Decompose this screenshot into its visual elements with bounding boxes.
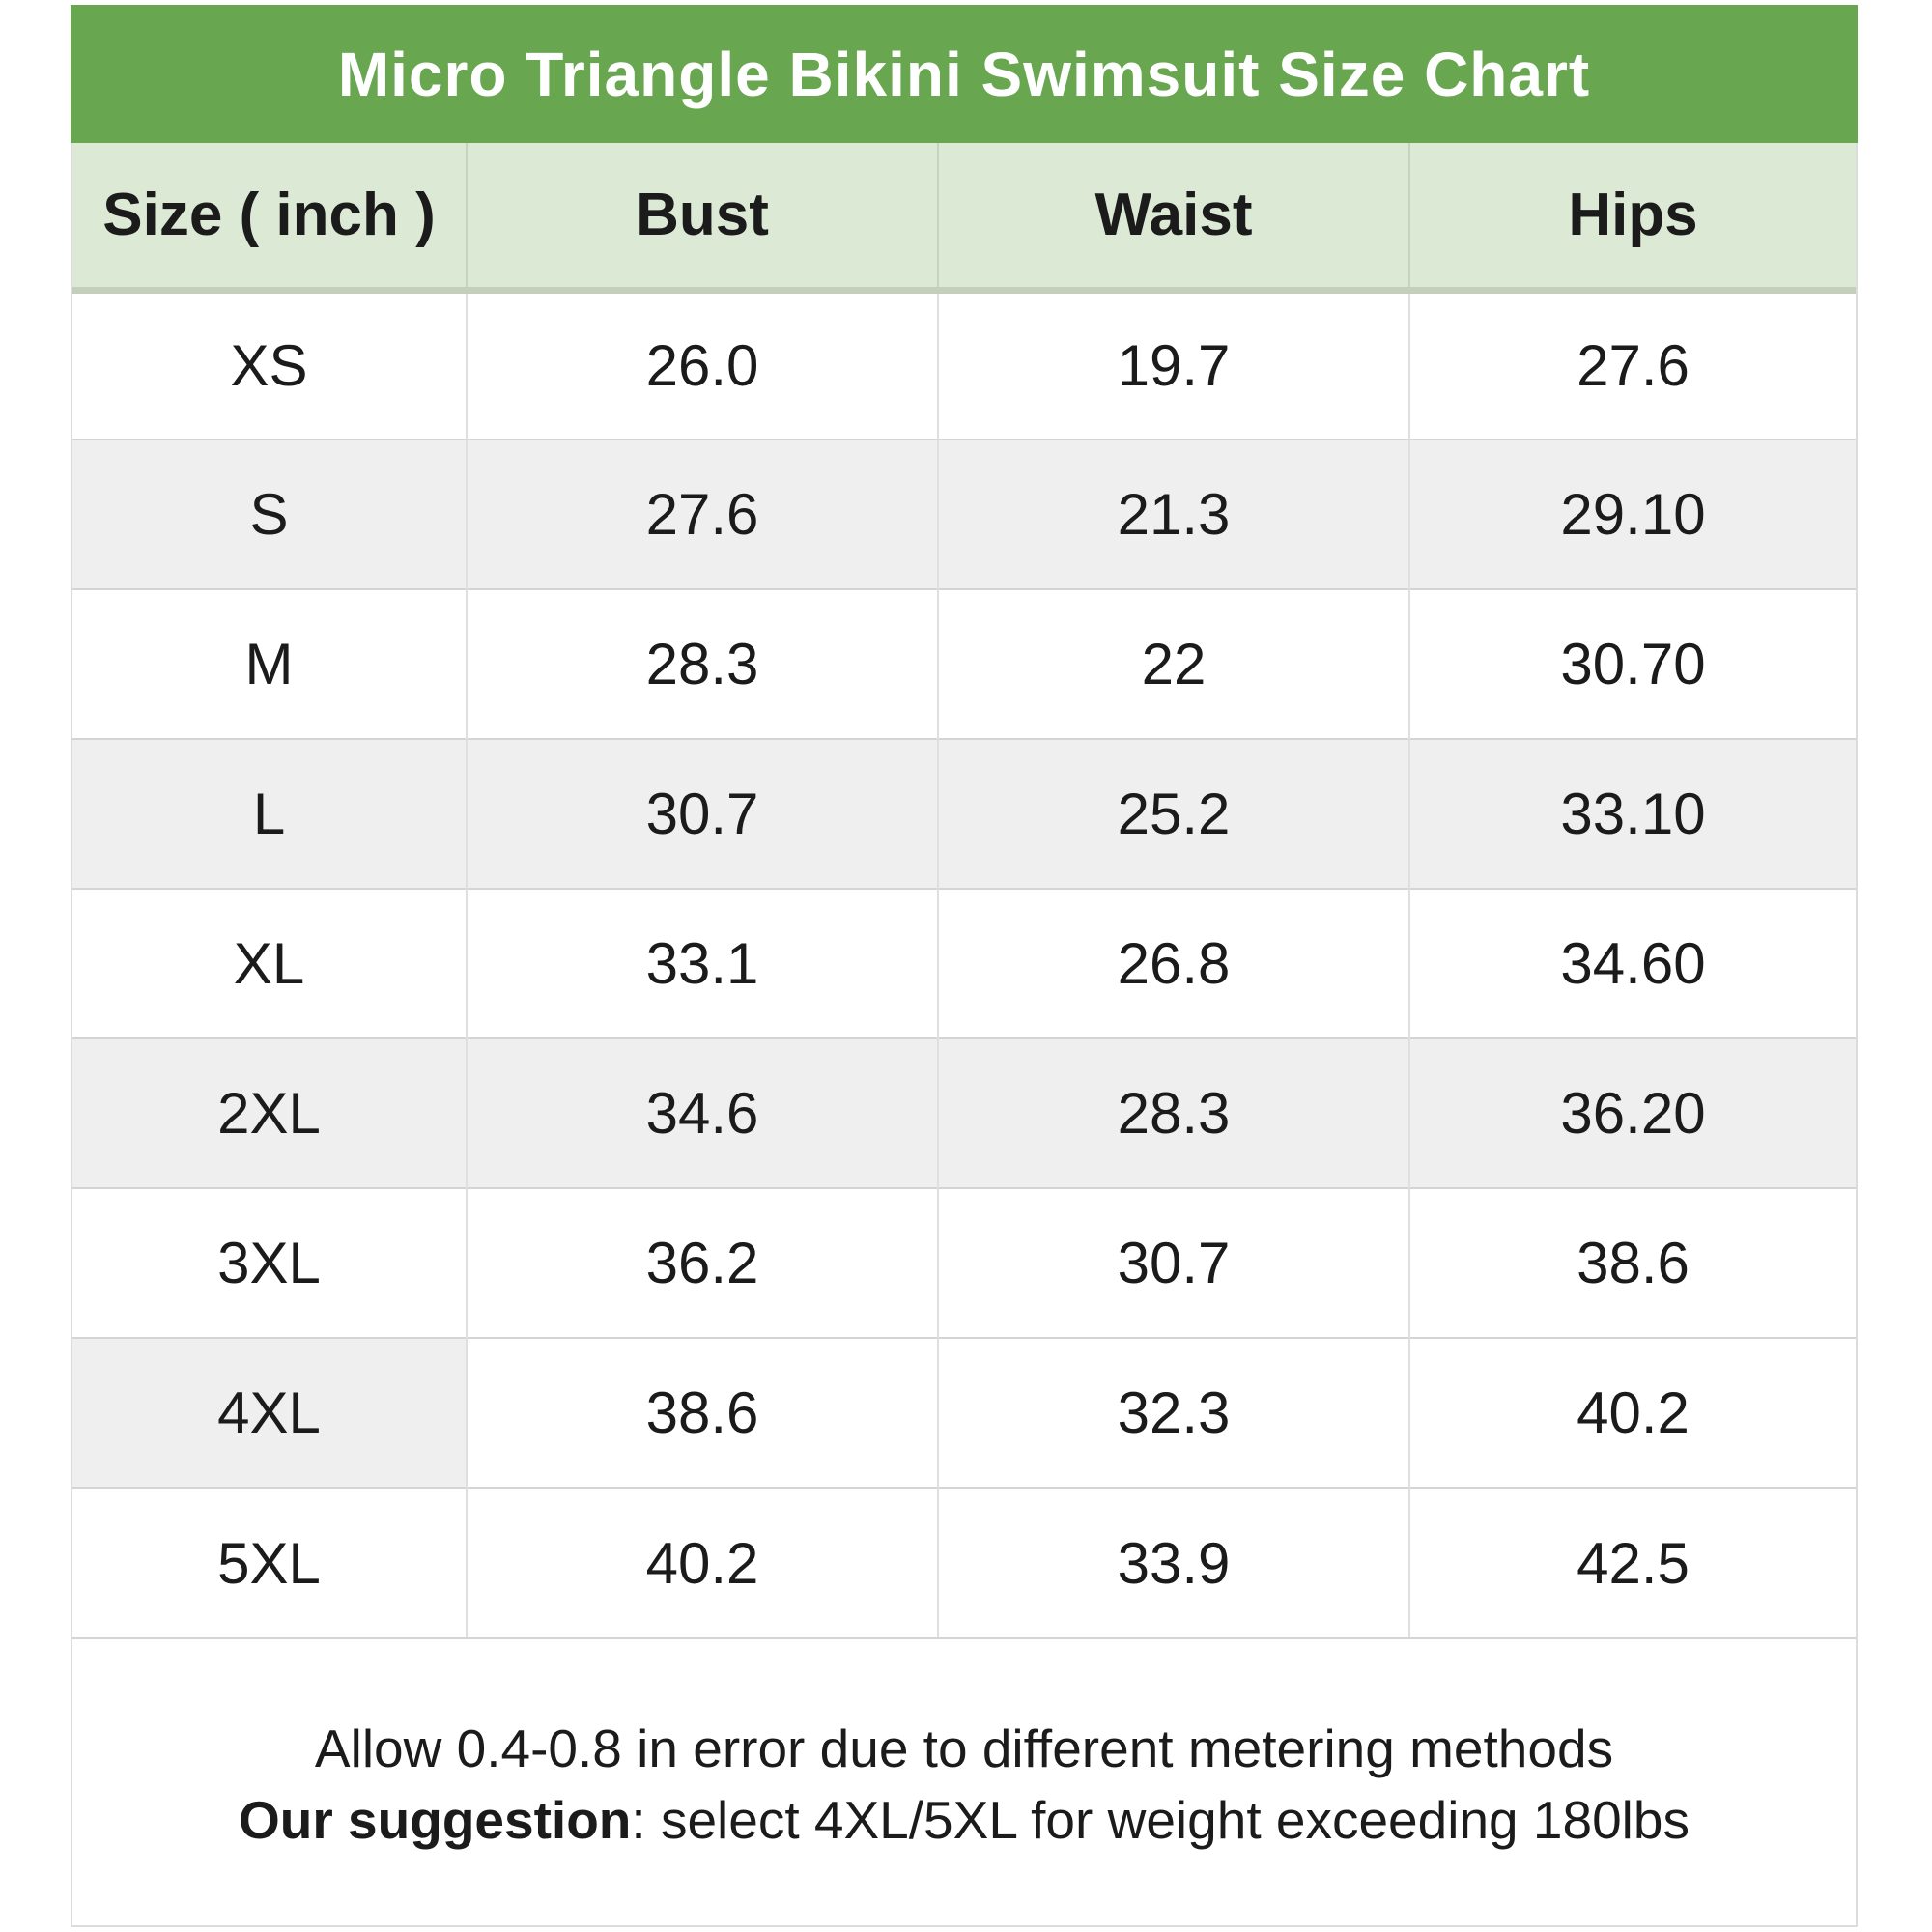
- bust-cell: 27.6: [467, 439, 939, 589]
- waist-cell: 21.3: [938, 439, 1410, 589]
- bust-cell: 38.6: [467, 1337, 939, 1488]
- size-chart: Micro Triangle Bikini Swimsuit Size Char…: [71, 5, 1858, 1927]
- size-cell: 4XL: [72, 1337, 468, 1488]
- bust-cell: 26.0: [467, 289, 939, 440]
- size-cell: XL: [72, 888, 468, 1038]
- hips-cell: 36.20: [1409, 1037, 1856, 1188]
- size-chart-table: Size ( inch ) Bust Waist Hips XS 26.0 19…: [72, 143, 1856, 1637]
- footer-notes: Allow 0.4-0.8 in error due to different …: [72, 1637, 1856, 1925]
- size-cell: 5XL: [72, 1487, 468, 1637]
- hips-cell: 33.10: [1409, 738, 1856, 889]
- table-row: 4XL 38.6 32.3 40.2: [72, 1337, 1856, 1488]
- waist-cell: 26.8: [938, 888, 1410, 1038]
- hips-cell: 30.70: [1409, 588, 1856, 739]
- table-row: 2XL 34.6 28.3 36.20: [72, 1037, 1856, 1188]
- waist-cell: 25.2: [938, 738, 1410, 889]
- table-row: XL 33.1 26.8 34.60: [72, 888, 1856, 1038]
- table-row: 5XL 40.2 33.9 42.5: [72, 1487, 1856, 1637]
- bust-cell: 40.2: [467, 1487, 939, 1637]
- table-row: XS 26.0 19.7 27.6: [72, 289, 1856, 440]
- bust-cell: 30.7: [467, 738, 939, 889]
- hips-cell: 42.5: [1409, 1487, 1856, 1637]
- bust-cell: 34.6: [467, 1037, 939, 1188]
- bust-cell: 36.2: [467, 1187, 939, 1338]
- waist-cell: 32.3: [938, 1337, 1410, 1488]
- hips-cell: 40.2: [1409, 1337, 1856, 1488]
- footer-note-1: Allow 0.4-0.8 in error due to different …: [314, 1719, 1614, 1778]
- size-cell: 3XL: [72, 1187, 468, 1338]
- bust-cell: 33.1: [467, 888, 939, 1038]
- hips-cell: 38.6: [1409, 1187, 1856, 1338]
- size-chart-title: Micro Triangle Bikini Swimsuit Size Char…: [337, 39, 1591, 109]
- column-header-bust: Bust: [467, 143, 939, 294]
- hips-cell: 27.6: [1409, 289, 1856, 440]
- header-row: Size ( inch ) Bust Waist Hips: [72, 143, 1856, 294]
- size-cell: XS: [72, 289, 468, 440]
- hips-cell: 34.60: [1409, 888, 1856, 1038]
- waist-cell: 28.3: [938, 1037, 1410, 1188]
- waist-cell: 19.7: [938, 289, 1410, 440]
- table-row: S 27.6 21.3 29.10: [72, 439, 1856, 589]
- waist-cell: 30.7: [938, 1187, 1410, 1338]
- column-header-size: Size ( inch ): [72, 143, 468, 294]
- footer-note-2: Our suggestion: select 4XL/5XL for weigh…: [72, 1784, 1856, 1856]
- waist-cell: 22: [938, 588, 1410, 739]
- footer-note-2-rest: : select 4XL/5XL for weight exceeding 18…: [631, 1790, 1690, 1850]
- bust-cell: 28.3: [467, 588, 939, 739]
- table-row: 3XL 36.2 30.7 38.6: [72, 1187, 1856, 1338]
- footer-note-2-bold: Our suggestion: [238, 1790, 632, 1850]
- size-chart-title-bar: Micro Triangle Bikini Swimsuit Size Char…: [71, 5, 1858, 143]
- size-cell: 2XL: [72, 1037, 468, 1188]
- hips-cell: 29.10: [1409, 439, 1856, 589]
- table-row: M 28.3 22 30.70: [72, 588, 1856, 739]
- size-cell: S: [72, 439, 468, 589]
- waist-cell: 33.9: [938, 1487, 1410, 1637]
- size-cell: M: [72, 588, 468, 739]
- table-row: L 30.7 25.2 33.10: [72, 738, 1856, 889]
- size-chart-table-box: Size ( inch ) Bust Waist Hips XS 26.0 19…: [71, 143, 1858, 1927]
- column-header-hips: Hips: [1409, 143, 1856, 294]
- column-header-waist: Waist: [938, 143, 1410, 294]
- size-cell: L: [72, 738, 468, 889]
